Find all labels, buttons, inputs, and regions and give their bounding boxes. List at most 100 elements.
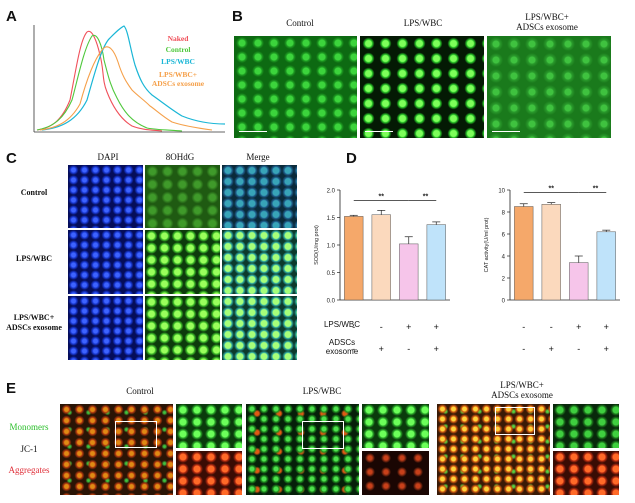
cat-bar [514,206,534,301]
c-dapi-lps [68,230,143,294]
d-marker-lps: + [406,322,412,332]
e-title-control: Control [126,386,154,396]
b-title-lps: LPS/WBC [403,18,443,28]
e-inset-aggregates-lps [362,451,429,495]
sod-bar [399,243,419,301]
cat-tick-label: 4 [502,255,506,261]
c-col-merge: Merge [246,152,270,162]
c-dapi-control [68,165,143,228]
e-zoom-box [495,407,535,435]
sod-sig-label: ** [423,193,429,200]
b-title-control: Control [286,18,314,28]
chart-cat: 0 2 4 6 8 10 CAT activity(U/ml prot) ** ** [484,186,620,305]
sod-tick-label: 1.5 [327,216,336,222]
e-label-aggregates: Aggregates [8,465,50,475]
panel-letter-a: A [6,8,17,25]
e-title-lps-adsc: LPS/WBC+ ADSCs exosome [491,380,553,400]
scale-bar [365,131,393,132]
c-merge-lps-adsc [222,296,297,360]
e-image-lps-adsc [437,404,550,495]
cat-tick-label: 6 [502,233,506,239]
c-8ohdg-lps [145,230,220,294]
e-inset-aggregates-control [176,451,242,495]
d-marker-exo: + [548,344,554,354]
d-marker-lps: - [549,322,553,332]
d-marker-lps: - [522,322,526,332]
c-merge-lps [222,230,297,294]
c-8ohdg-lps-adsc [145,296,220,360]
histogram-svg [33,25,226,133]
legend-control: Control [165,45,191,54]
sod-tick-label: 1.0 [327,244,336,250]
curve-lps-adsc [39,46,213,131]
panel-letter-c: C [6,150,17,167]
sod-sig-label: ** [379,193,385,200]
d-marker-exo: - [352,344,356,354]
cat-tick-label: 2 [502,277,506,283]
sod-bar [371,214,391,301]
sod-bar [344,216,364,301]
d-marker-exo: - [522,344,526,354]
cat-ylabel: CAT activity(U/ml prot) [484,217,490,272]
panel-letter-b: B [232,8,243,25]
e-label-jc1: JC-1 [20,444,38,454]
panel-letter-e: E [6,380,17,397]
cat-bar [596,231,616,301]
cat-sig-label: ** [549,186,555,193]
d-marker-exo: - [407,344,411,354]
sod-tick-label: 2.0 [327,189,336,195]
legend-lps-adsc: LPS/WBC+ ADSCs exosome [151,70,205,88]
chart-sod: 0.0 0.5 1.0 1.5 2.0 SOD(U/mg prot) ** ** [314,189,450,305]
scale-bar [239,131,267,132]
e-inset-aggregates-lps-adsc [553,451,619,495]
panel-letter-d: D [346,150,357,167]
sod-ylabel: SOD(U/mg prot) [314,225,320,265]
cat-sig-label: ** [593,186,599,193]
scale-bar [492,131,520,132]
d-marker-exo: - [577,344,581,354]
d-marker-lps: - [352,322,356,332]
cat-tick-label: 10 [498,189,505,195]
curve-control [36,34,183,132]
d-marker-exo: + [603,344,609,354]
b-image-lps [360,36,484,138]
d-marker-lps: + [433,322,439,332]
e-label-monomers: Monomers [9,422,49,432]
d-marker-exo: + [433,344,439,354]
e-inset-monomers-control [176,404,242,448]
d-row-exo-label: ADSCs exosome [325,338,359,356]
curve-naked [36,30,163,132]
b-image-lps-adsc [487,36,611,138]
e-zoom-box [115,421,157,448]
b-title-lps-adsc: LPS/WBC+ ADSCs exosome [516,12,578,32]
d-marker-exo: + [378,344,384,354]
curve-lps-wbc [41,25,226,131]
e-zoom-box [302,421,344,449]
flow-cytometry-histogram [32,20,227,135]
legend-naked: Naked [167,34,189,43]
legend-lps-wbc: LPS/WBC [161,57,195,66]
c-row-lps-adsc: LPS/WBC+ ADSCs exosome [6,313,62,332]
b-image-control [234,36,357,138]
e-inset-monomers-lps [362,404,429,448]
cat-tick-label: 8 [502,211,506,217]
c-merge-control [222,165,297,228]
d-marker-lps: - [379,322,383,332]
cat-tick-label: 0 [502,299,506,305]
sod-tick-label: 0.5 [327,271,336,277]
d-row-lps-label: LPS/WBC [323,320,360,329]
e-image-control [60,404,173,495]
e-title-lps: LPS/WBC [302,386,342,396]
sod-tick-label: 0.0 [327,299,336,305]
c-col-dapi: DAPI [97,152,119,162]
cat-bar [541,204,561,301]
d-marker-lps: + [576,322,582,332]
c-dapi-lps-adsc [68,296,143,360]
c-row-control: Control [20,188,48,197]
c-8ohdg-control [145,165,220,228]
d-marker-lps: + [603,322,609,332]
e-image-lps [246,404,359,495]
c-col-8ohdg: 8OHdG [165,152,195,162]
cat-bar [569,262,589,301]
sod-bar [426,224,446,301]
